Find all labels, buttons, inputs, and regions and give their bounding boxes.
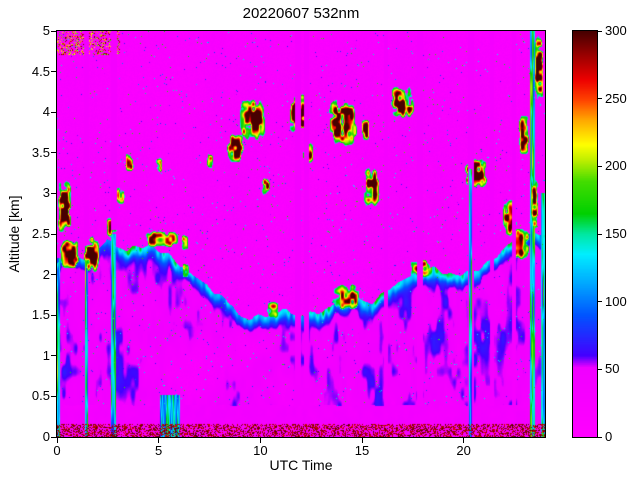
- x-tick-label: 20: [456, 443, 471, 458]
- colorbar-tick-mark: [598, 98, 602, 100]
- colorbar-tick-mark: [598, 368, 602, 370]
- x-tick-mark: [158, 438, 160, 443]
- colorbar-canvas: [572, 30, 598, 438]
- colorbar-tick-label: 250: [605, 90, 627, 106]
- y-tick-label: 3.5: [31, 144, 50, 160]
- colorbar-tick-mark: [598, 301, 602, 303]
- x-tick-mark: [361, 438, 363, 443]
- chart-title: 20220607 532nm: [242, 5, 360, 22]
- x-tick-mark: [463, 438, 465, 443]
- y-tick-label: 0.5: [31, 388, 50, 404]
- x-tick-mark: [259, 438, 261, 443]
- heatmap-canvas: [56, 30, 546, 438]
- colorbar-tick-label: 50: [605, 361, 620, 377]
- x-tick-label: 5: [155, 443, 163, 458]
- y-tick-label: 4: [42, 104, 50, 120]
- colorbar-tick-mark: [598, 30, 602, 32]
- colorbar-tick-label: 300: [605, 23, 627, 38]
- x-axis-label: UTC Time: [269, 457, 333, 473]
- x-tick-label: 15: [354, 443, 370, 458]
- colorbar-tick-label: 0: [605, 429, 613, 444]
- x-tick-mark: [56, 438, 58, 443]
- y-tick-label: 4.5: [31, 63, 50, 79]
- x-tick-label: 0: [53, 443, 61, 458]
- y-tick-label: 1: [42, 347, 50, 363]
- y-tick-label: 5: [42, 23, 50, 38]
- y-axis-label: Altitude [km]: [6, 195, 22, 273]
- y-tick-label: 1.5: [31, 307, 50, 323]
- colorbar-tick-label: 200: [605, 158, 627, 174]
- x-tick-label: 10: [253, 443, 268, 458]
- colorbar-tick-mark: [598, 165, 602, 167]
- colorbar-tick-label: 150: [605, 226, 627, 241]
- y-tick-label: 0: [42, 429, 50, 444]
- colorbar-tick-mark: [598, 233, 602, 235]
- colorbar-tick-mark: [598, 436, 602, 438]
- colorbar-tick-label: 100: [605, 293, 627, 309]
